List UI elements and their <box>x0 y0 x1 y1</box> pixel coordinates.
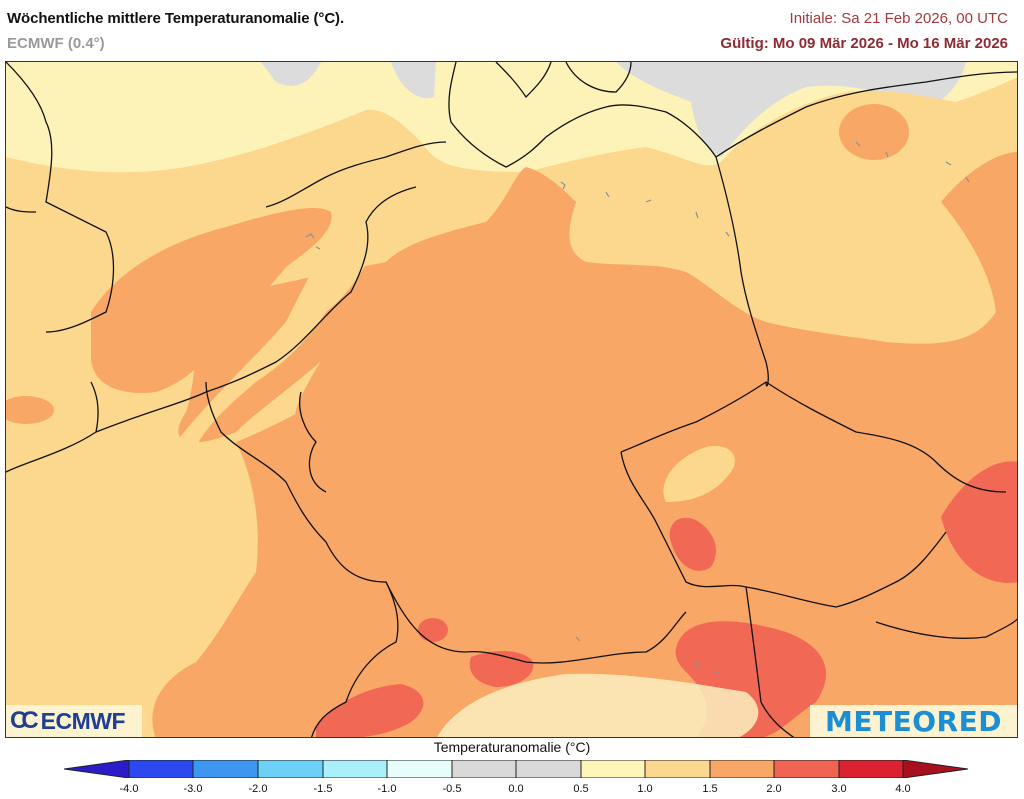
colorbar-arrow-high <box>902 760 968 778</box>
colorbar-tick: -3.0 <box>183 783 203 795</box>
colorbar-title: Temperaturanomalie (°C) <box>433 739 591 755</box>
colorbar-tick: -2.0 <box>248 783 268 795</box>
colorbar-tick: 0.0 <box>508 783 524 795</box>
colorbar <box>64 760 968 778</box>
colorbar-tick: 1.0 <box>637 783 653 795</box>
colorbar-tick: 4.0 <box>895 783 911 795</box>
colorbar-tick: -1.0 <box>377 783 397 795</box>
temperature-anomaly-map[interactable] <box>5 61 1018 738</box>
colorbar-tick: 0.5 <box>573 783 589 795</box>
colorbar-tick: -1.5 <box>313 783 333 795</box>
colorbar-tick: 3.0 <box>831 783 847 795</box>
ecmwf-logo: CC ECMWF <box>6 705 142 737</box>
ecmwf-symbol-icon: CC <box>10 707 39 734</box>
model-label: ECMWF (0.4°) <box>7 35 105 52</box>
colorbar-tick: 2.0 <box>766 783 782 795</box>
valid-period: Gültig: Mo 09 Mär 2026 - Mo 16 Mär 2026 <box>720 35 1008 52</box>
meteored-logo-text: METEORED <box>825 704 1002 738</box>
colorbar-tick: -0.5 <box>442 783 462 795</box>
ecmwf-logo-text: ECMWF <box>40 707 126 734</box>
map-title: Wöchentliche mittlere Temperaturanomalie… <box>7 10 345 27</box>
colorbar-arrow-low <box>64 760 130 778</box>
meteored-logo: METEORED <box>810 704 1017 738</box>
map-svg <box>6 62 1017 737</box>
colorbar-tick: -4.0 <box>119 783 139 795</box>
colorbar-tick: 1.5 <box>702 783 718 795</box>
init-time: Initiale: Sa 21 Feb 2026, 00 UTC <box>789 10 1008 27</box>
